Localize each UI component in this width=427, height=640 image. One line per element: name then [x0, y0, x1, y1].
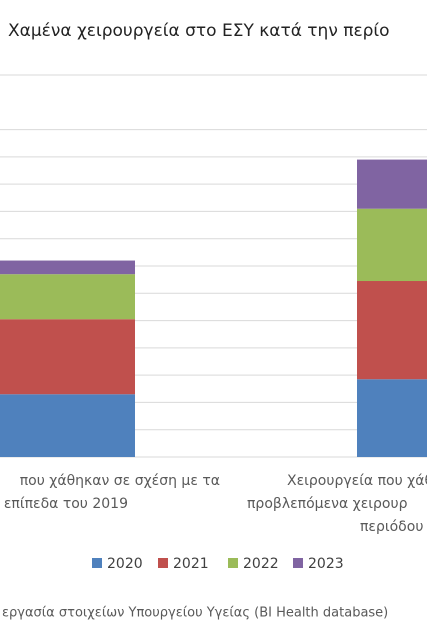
legend-swatch: [293, 558, 303, 568]
bar-segment: [357, 208, 427, 282]
bar-segment: [357, 379, 427, 457]
source: εργασία στοιχείων Υπουργείου Υγείας (BI …: [2, 606, 388, 621]
legend-swatch: [92, 558, 102, 568]
legend-swatch: [228, 558, 238, 568]
bar-segment: [357, 281, 427, 380]
x-tick-label: που χάθηκαν σε σχέση με τα επίπεδα του 20…: [4, 473, 220, 512]
legend-swatch: [158, 558, 168, 568]
bar-segment: [0, 260, 135, 275]
chart-title: Χαμένα χειρουργεία στο ΕΣΥ κατά την περί…: [8, 21, 390, 41]
x-tick-label: Χειρουργεία που χάθ προβλεπόμενα χειρουρ π…: [247, 473, 427, 535]
legend-label: 2022: [243, 556, 279, 572]
legend-label: 2021: [173, 556, 209, 572]
bar-segment: [357, 159, 427, 209]
legend-label: 2020: [107, 556, 143, 572]
bar-segment: [0, 394, 135, 457]
legend-label: 2023: [308, 556, 344, 572]
bar-segment: [0, 274, 135, 320]
bar-segment: [0, 319, 135, 395]
